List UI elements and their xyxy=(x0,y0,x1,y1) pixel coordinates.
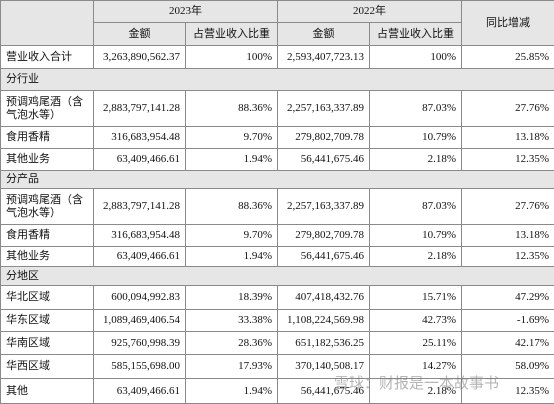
corner xyxy=(1,1,94,46)
cell: 10.79% xyxy=(370,127,462,149)
cell: 316,683,954.48 xyxy=(94,225,186,247)
col-header: 占营业收入比重 xyxy=(186,23,278,46)
cell: 18.39% xyxy=(186,286,278,310)
section-row: 分地区 xyxy=(1,267,554,286)
cell: 279,802,709.78 xyxy=(278,127,370,149)
cell: 88.36% xyxy=(186,189,278,225)
cell: 2,593,407,723.13 xyxy=(278,46,370,69)
yoy-header: 同比增减 xyxy=(462,1,554,46)
cell: 25.11% xyxy=(370,332,462,355)
row-label: 食用香精 xyxy=(1,127,94,149)
cell: 316,683,954.48 xyxy=(94,127,186,149)
cell: 28.36% xyxy=(186,332,278,355)
watermark: 雪球：财报是一本故事书 xyxy=(334,372,499,393)
cell: 42.17% xyxy=(462,332,554,355)
cell: 2.18% xyxy=(370,247,462,267)
cell: 13.18% xyxy=(462,225,554,247)
cell: 27.76% xyxy=(462,91,554,127)
row-label: 预调鸡尾酒（含气泡水等） xyxy=(1,91,94,127)
row-label: 华南区域 xyxy=(1,332,94,355)
cell: 585,155,698.00 xyxy=(94,355,186,379)
year-header: 2022年 xyxy=(278,1,462,23)
col-header: 占营业收入比重 xyxy=(370,23,462,46)
cell: 88.36% xyxy=(186,91,278,127)
row-label: 其他业务 xyxy=(1,247,94,267)
cell: 1.94% xyxy=(186,247,278,267)
cell: 56,441,675.46 xyxy=(278,247,370,267)
cell: 87.03% xyxy=(370,91,462,127)
row-label: 食用香精 xyxy=(1,225,94,247)
cell: 925,760,998.39 xyxy=(94,332,186,355)
cell: 25.85% xyxy=(462,46,554,69)
row-label: 华东区域 xyxy=(1,310,94,332)
cell: 33.38% xyxy=(186,310,278,332)
cell: 2,883,797,141.28 xyxy=(94,189,186,225)
cell: 9.70% xyxy=(186,127,278,149)
cell: 2,883,797,141.28 xyxy=(94,91,186,127)
cell: 17.93% xyxy=(186,355,278,379)
row-label: 华西区域 xyxy=(1,355,94,379)
section-row: 分产品 xyxy=(1,171,554,189)
cell: 2,257,163,337.89 xyxy=(278,91,370,127)
cell: 27.76% xyxy=(462,189,554,225)
cell: -1.69% xyxy=(462,310,554,332)
cell: 10.79% xyxy=(370,225,462,247)
cell: 63,409,466.61 xyxy=(94,379,186,404)
cell: 1.94% xyxy=(186,149,278,171)
cell: 100% xyxy=(370,46,462,69)
row-label: 预调鸡尾酒（含气泡水等） xyxy=(1,189,94,225)
cell: 2,257,163,337.89 xyxy=(278,189,370,225)
cell: 1,108,224,569.98 xyxy=(278,310,370,332)
cell: 407,418,432.76 xyxy=(278,286,370,310)
cell: 63,409,466.61 xyxy=(94,149,186,171)
cell: 87.03% xyxy=(370,189,462,225)
section-row: 分行业 xyxy=(1,69,554,91)
cell: 47.29% xyxy=(462,286,554,310)
cell: 600,094,992.83 xyxy=(94,286,186,310)
cell: 3,263,890,562.37 xyxy=(94,46,186,69)
cell: 651,182,536.25 xyxy=(278,332,370,355)
row-label: 营业收入合计 xyxy=(1,46,94,69)
cell: 1.94% xyxy=(186,379,278,404)
year-header: 2023年 xyxy=(94,1,278,23)
header-row: 2023年 2022年 同比增减 xyxy=(1,1,554,23)
section-label: 分产品 xyxy=(1,171,554,189)
cell: 1,089,469,406.54 xyxy=(94,310,186,332)
section-label: 分行业 xyxy=(1,69,554,91)
cell: 63,409,466.61 xyxy=(94,247,186,267)
section-label: 分地区 xyxy=(1,267,554,286)
cell: 56,441,675.46 xyxy=(278,149,370,171)
cell: 12.35% xyxy=(462,247,554,267)
cell: 42.73% xyxy=(370,310,462,332)
cell: 2.18% xyxy=(370,149,462,171)
row-label: 其他业务 xyxy=(1,149,94,171)
cell: 15.71% xyxy=(370,286,462,310)
cell: 100% xyxy=(186,46,278,69)
cell: 13.18% xyxy=(462,127,554,149)
col-header: 金额 xyxy=(278,23,370,46)
row-label: 其他 xyxy=(1,379,94,404)
cell: 279,802,709.78 xyxy=(278,225,370,247)
cell: 12.35% xyxy=(462,149,554,171)
row-label: 华北区域 xyxy=(1,286,94,310)
col-header: 金额 xyxy=(94,23,186,46)
cell: 9.70% xyxy=(186,225,278,247)
